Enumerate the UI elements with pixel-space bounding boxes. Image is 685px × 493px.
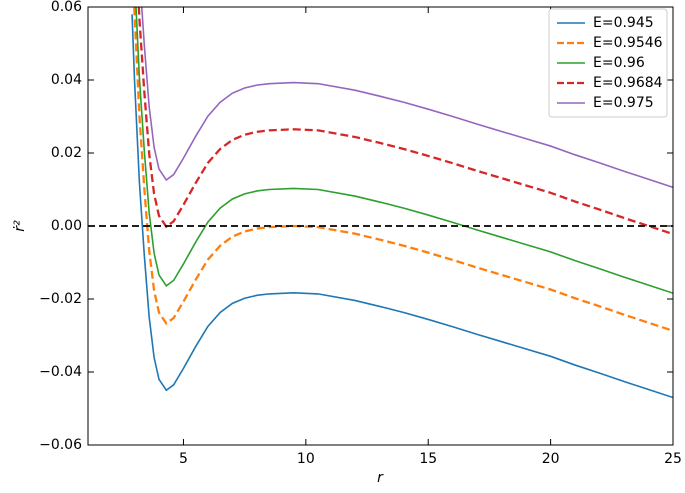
series-line — [135, 7, 673, 294]
legend-label: E=0.96 — [593, 55, 645, 71]
y-tick-label: −0.02 — [39, 291, 82, 307]
y-tick-label: 0.06 — [51, 0, 82, 15]
x-tick-label: 5 — [179, 451, 188, 467]
y-tick-label: 0.00 — [51, 218, 82, 234]
series-line — [133, 7, 673, 332]
plot-area — [88, 7, 673, 399]
series-line — [137, 7, 673, 236]
legend-label: E=0.9546 — [593, 35, 663, 51]
x-tick-label: 25 — [664, 451, 682, 467]
x-tick-label: 15 — [419, 451, 437, 467]
x-tick-label: 10 — [297, 451, 315, 467]
legend-label: E=0.9684 — [593, 75, 663, 91]
x-axis-label: r — [377, 470, 384, 486]
y-tick-label: −0.04 — [39, 364, 82, 380]
y-axis-label: ṙ² — [12, 220, 28, 232]
y-tick-label: 0.02 — [51, 145, 82, 161]
legend-label: E=0.975 — [593, 95, 654, 111]
series-line — [131, 14, 673, 399]
legend-box — [548, 8, 668, 118]
x-tick-label: 20 — [542, 451, 560, 467]
legend: E=0.945 E=0.9546 E=0.96 E=0.9684 E=0.975 — [548, 8, 668, 118]
y-tick-label: −0.06 — [39, 437, 82, 453]
series-line — [140, 7, 673, 189]
legend-label: E=0.945 — [593, 15, 654, 31]
y-tick-label: 0.04 — [51, 72, 82, 88]
